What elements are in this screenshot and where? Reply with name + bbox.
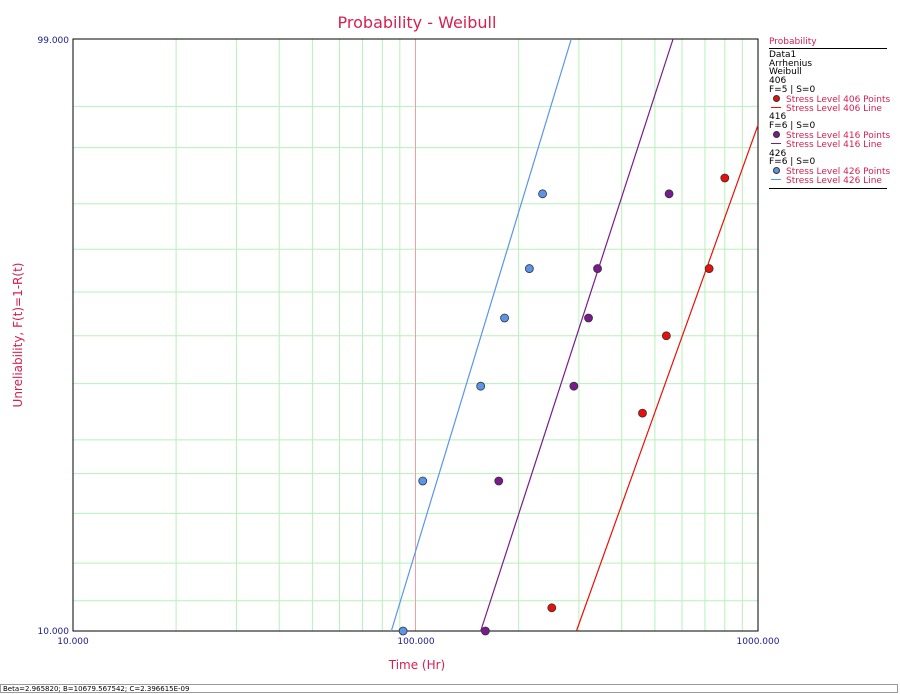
data-point-416 [494, 476, 504, 486]
plot-area-frame [72, 38, 759, 632]
legend-stress-426: 426 [769, 148, 787, 159]
x-tick-label-100: 100.000 [397, 637, 434, 647]
data-point-406 [720, 173, 730, 183]
x-axis-label: Time (Hr) [388, 658, 446, 672]
data-point-406 [547, 603, 557, 613]
fit-line-416 [480, 38, 674, 632]
data-point-416 [584, 313, 593, 323]
x-tick-label-1000: 1000.000 [737, 637, 780, 647]
fit-line-406 [575, 124, 759, 632]
y-tick-label-bottom: 10.000 [38, 627, 70, 637]
legend-title: Probability [769, 38, 887, 49]
y-axis-label: Unreliability, F(t)=1-R(t) [11, 263, 25, 408]
chart-title: Probability - Weibull [338, 13, 497, 32]
data-point-426 [476, 381, 486, 391]
legend-stress-416: 416 [769, 112, 787, 123]
data-point-416 [593, 264, 602, 273]
data-point-426 [418, 476, 428, 486]
data-point-426 [524, 264, 534, 273]
legend-label-426-line: Stress Level 426 Line [786, 175, 882, 186]
y-tick-label-top: 99.000 [38, 36, 70, 46]
legend-line-406 [771, 106, 781, 108]
chart-grid [73, 39, 758, 631]
data-point-416 [481, 626, 490, 636]
legend-marker-426 [773, 167, 780, 175]
legend-entry-426-points: Stress Level 426 Points [769, 167, 891, 178]
legend-counts-416: F=6 | S=0 [769, 121, 816, 132]
data-point-416 [664, 189, 674, 199]
fit-lines [390, 38, 759, 632]
data-point-426 [500, 313, 509, 323]
legend-entry-406-line: Stress Level 406 Line [769, 103, 887, 114]
fit-line-426 [390, 38, 572, 632]
legend-label-416-points: Stress Level 416 Points [786, 130, 891, 141]
legend-counts-406: F=5 | S=0 [769, 84, 816, 95]
legend-marker-416 [773, 130, 780, 138]
legend-stress-406: 406 [769, 76, 787, 87]
data-points [398, 173, 730, 636]
chart-legend: Probability Data1 Arrhenius Weibull 406 … [769, 38, 891, 189]
legend-entry-416-points: Stress Level 416 Points [769, 130, 891, 141]
legend-line-416 [771, 142, 781, 144]
status-parameters: Beta=2.965820; B=10679.567542; C=2.39661… [3, 685, 190, 693]
legend-entry-426-line: Stress Level 426 Line [769, 175, 887, 186]
data-point-406 [661, 331, 671, 341]
legend-model: Arrhenius [769, 58, 813, 69]
data-point-426 [398, 626, 408, 636]
legend-marker-406 [773, 94, 780, 102]
legend-line-426 [771, 178, 781, 180]
legend-entry-406-points: Stress Level 406 Points [769, 94, 891, 105]
legend-entry-416-line: Stress Level 416 Line [769, 139, 887, 150]
data-point-406 [638, 408, 647, 418]
legend-label-416-line: Stress Level 416 Line [786, 139, 882, 150]
legend-label-406-points: Stress Level 406 Points [786, 94, 891, 105]
data-point-406 [704, 264, 714, 273]
legend-counts-426: F=6 | S=0 [769, 157, 816, 168]
x-tick-label-10: 10.000 [57, 637, 89, 647]
legend-end-rule [769, 186, 887, 189]
data-point-416 [569, 381, 579, 391]
legend-data-name: Data1 [769, 49, 797, 60]
data-point-426 [538, 189, 547, 199]
legend-label-426-points: Stress Level 426 Points [786, 167, 891, 178]
status-bar: Beta=2.965820; B=10679.567542; C=2.39661… [0, 684, 898, 693]
legend-label-406-line: Stress Level 406 Line [786, 103, 882, 114]
legend-distribution: Weibull [769, 67, 802, 78]
